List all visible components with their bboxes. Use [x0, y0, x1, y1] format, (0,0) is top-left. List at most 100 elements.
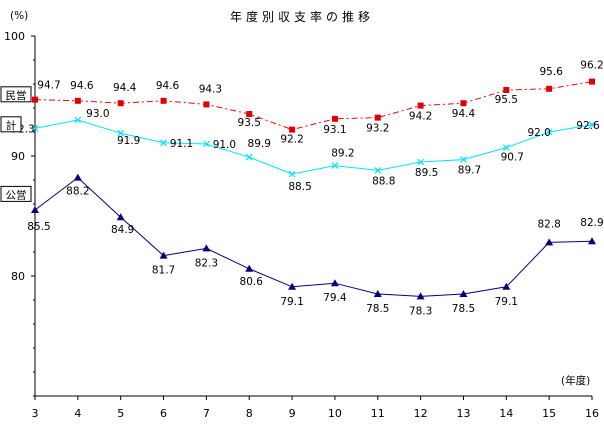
data-label: 89.9 [248, 138, 271, 150]
data-label: 84.9 [111, 224, 134, 236]
x-tick-label: 6 [160, 407, 167, 420]
data-label: 88.2 [66, 186, 89, 198]
series-tag-label: 計 [6, 119, 17, 132]
data-point-marker [245, 153, 253, 161]
data-point-marker [330, 279, 339, 287]
data-point-marker [545, 238, 554, 246]
data-point-marker [589, 78, 595, 85]
chart-title: 年度別収支率の推移 [230, 9, 374, 24]
data-point-marker [117, 100, 124, 107]
data-point-marker [503, 87, 510, 93]
data-point-marker [31, 206, 39, 213]
data-label: 90.7 [501, 152, 524, 164]
x-tick-label: 16 [585, 407, 599, 420]
x-tick-label: 5 [117, 407, 124, 420]
data-label: 78.5 [366, 303, 389, 315]
x-tick-label: 8 [246, 407, 253, 420]
data-label: 89.2 [331, 148, 354, 160]
data-point-marker [202, 244, 211, 252]
data-label: 85.5 [27, 221, 50, 233]
x-tick-label: 11 [371, 407, 385, 420]
data-label: 79.1 [495, 296, 518, 308]
axes: 80 90 100 3 4 5 6 7 8 9 10 11 12 13 14 15 16 [4, 30, 599, 420]
data-label: 93.1 [323, 124, 346, 136]
x-tick-label: 12 [414, 407, 428, 420]
data-point-marker [417, 158, 425, 166]
series-tag-box [0, 86, 32, 103]
data-point-marker [416, 292, 425, 300]
x-tick-label: 7 [203, 407, 210, 420]
data-label: 82.3 [195, 257, 218, 269]
data-label: 79.4 [323, 292, 347, 304]
data-label: 94.4 [113, 82, 137, 94]
data-label: 82.9 [580, 217, 603, 229]
data-label: 88.5 [288, 181, 311, 193]
x-tick-label: 13 [456, 407, 470, 420]
data-point-marker [546, 85, 553, 92]
data-label: 91.9 [117, 135, 140, 147]
data-label: 93.0 [86, 108, 109, 120]
x-tick-label: 4 [74, 407, 81, 420]
data-point-marker [460, 156, 467, 164]
data-label: 94.7 [37, 80, 60, 92]
series-tag-box [0, 116, 22, 133]
data-point-marker [160, 97, 167, 104]
data-point-marker [289, 126, 296, 133]
data-point-marker [202, 140, 210, 148]
data-point-marker [331, 162, 339, 170]
series-layer: 94.7 94.6 94.4 94.6 94.3 93.5 92.2 93.1 93.2 94.2… [11, 60, 603, 318]
y-axis-unit: (%) [10, 10, 28, 22]
data-label: 88.8 [372, 175, 395, 187]
data-label: 91.0 [213, 139, 236, 151]
series-2: 85.5 88.2 84.9 81.7 82.3 80.6 79.1 79.4 78.5 78.3… [27, 173, 604, 317]
series-tag-box [0, 185, 32, 202]
data-label: 82.8 [537, 218, 560, 230]
y-tick-label: 100 [4, 30, 25, 43]
data-point-marker [417, 102, 424, 109]
y-tick-label: 90 [11, 150, 25, 163]
data-point-marker [588, 121, 596, 129]
series-tag-label: 民営 [6, 89, 27, 102]
data-point-marker [502, 282, 511, 290]
data-label: 81.7 [152, 265, 175, 277]
data-point-marker [460, 100, 467, 107]
data-point-marker [74, 116, 82, 124]
x-tick-label: 10 [328, 407, 342, 420]
data-point-marker [159, 251, 168, 259]
series-tag: 公営 [0, 185, 32, 202]
series-line [34, 119, 593, 175]
data-point-marker [246, 111, 253, 117]
data-label: 91.1 [170, 138, 193, 150]
data-point-marker [459, 290, 468, 297]
data-point-marker [502, 144, 510, 152]
series-0: 94.7 94.6 94.4 94.6 94.3 93.5 92.2 93.1 93.2 94.2… [32, 60, 604, 146]
data-point-marker [245, 264, 254, 272]
data-label: 92.0 [527, 127, 550, 139]
data-label: 79.1 [280, 296, 303, 308]
data-label: 94.6 [70, 80, 94, 92]
data-point-marker [545, 128, 553, 136]
data-label: 92.2 [280, 134, 303, 146]
data-point-marker [288, 170, 296, 178]
data-point-marker [117, 129, 125, 137]
data-point-marker [32, 96, 38, 103]
x-tick-label: 9 [289, 407, 296, 420]
data-point-marker [288, 282, 297, 290]
series-tag-label: 公営 [6, 188, 27, 201]
data-label: 94.3 [199, 83, 222, 95]
data-label: 96.2 [580, 60, 603, 72]
data-label: 95.6 [539, 66, 563, 78]
data-point-marker [203, 101, 210, 108]
data-label: 94.4 [452, 108, 476, 120]
data-point-marker [31, 124, 39, 132]
data-label: 78.3 [409, 305, 432, 317]
data-point-marker [160, 139, 167, 147]
data-point-marker [374, 166, 382, 174]
data-point-marker [374, 114, 381, 121]
data-point-marker [73, 173, 82, 181]
data-point-marker [74, 97, 81, 104]
data-label: 92.6 [576, 120, 600, 132]
data-label: 80.6 [240, 276, 264, 288]
x-axis-unit: (年度) [561, 374, 590, 387]
